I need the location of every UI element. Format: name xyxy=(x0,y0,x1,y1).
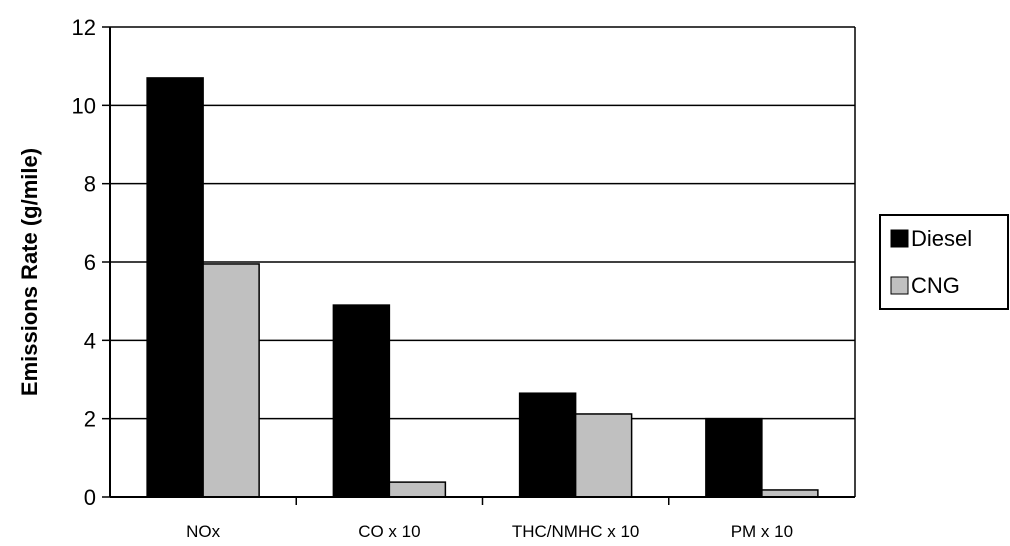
y-tick-labels: 0 2 4 6 8 10 12 xyxy=(72,15,96,510)
legend-label-diesel: Diesel xyxy=(911,226,972,251)
y-tick-label-12: 12 xyxy=(72,15,96,40)
x-category-label: NOx xyxy=(186,522,221,541)
y-tick-label-10: 10 xyxy=(72,93,96,118)
bar-diesel-co-x-10 xyxy=(332,304,391,498)
y-tick-label-6: 6 xyxy=(84,250,96,275)
y-tick-label-0: 0 xyxy=(84,485,96,510)
axes xyxy=(102,26,856,505)
legend-swatch-cng xyxy=(890,276,909,295)
bar-cng-co-x-10 xyxy=(388,481,447,498)
bar-diesel-thc-nmhc-x-10 xyxy=(518,392,577,498)
x-category-label: THC/NMHC x 10 xyxy=(512,522,640,541)
y-axis-label: Emissions Rate (g/mile) xyxy=(17,148,42,396)
bar-diesel-pm-x-10 xyxy=(705,417,763,498)
y-tick-label-8: 8 xyxy=(84,172,96,197)
x-category-label: CO x 10 xyxy=(358,522,420,541)
bar-diesel-nox xyxy=(146,77,204,498)
y-tick-label-4: 4 xyxy=(84,328,96,353)
legend-label-cng: CNG xyxy=(911,273,960,298)
bar-cng-nox xyxy=(202,263,260,498)
bar-cng-thc-nmhc-x-10 xyxy=(574,413,633,498)
y-tick-label-2: 2 xyxy=(84,407,96,432)
x-category-labels: NOx CO x 10 THC/NMHC x 10 PM x 10 xyxy=(186,522,793,541)
x-category-label: PM x 10 xyxy=(731,522,793,541)
legend-swatch-diesel xyxy=(890,229,909,248)
bars xyxy=(146,77,819,498)
bar-cng-pm-x-10 xyxy=(761,489,819,498)
legend: Diesel CNG xyxy=(879,214,1009,310)
